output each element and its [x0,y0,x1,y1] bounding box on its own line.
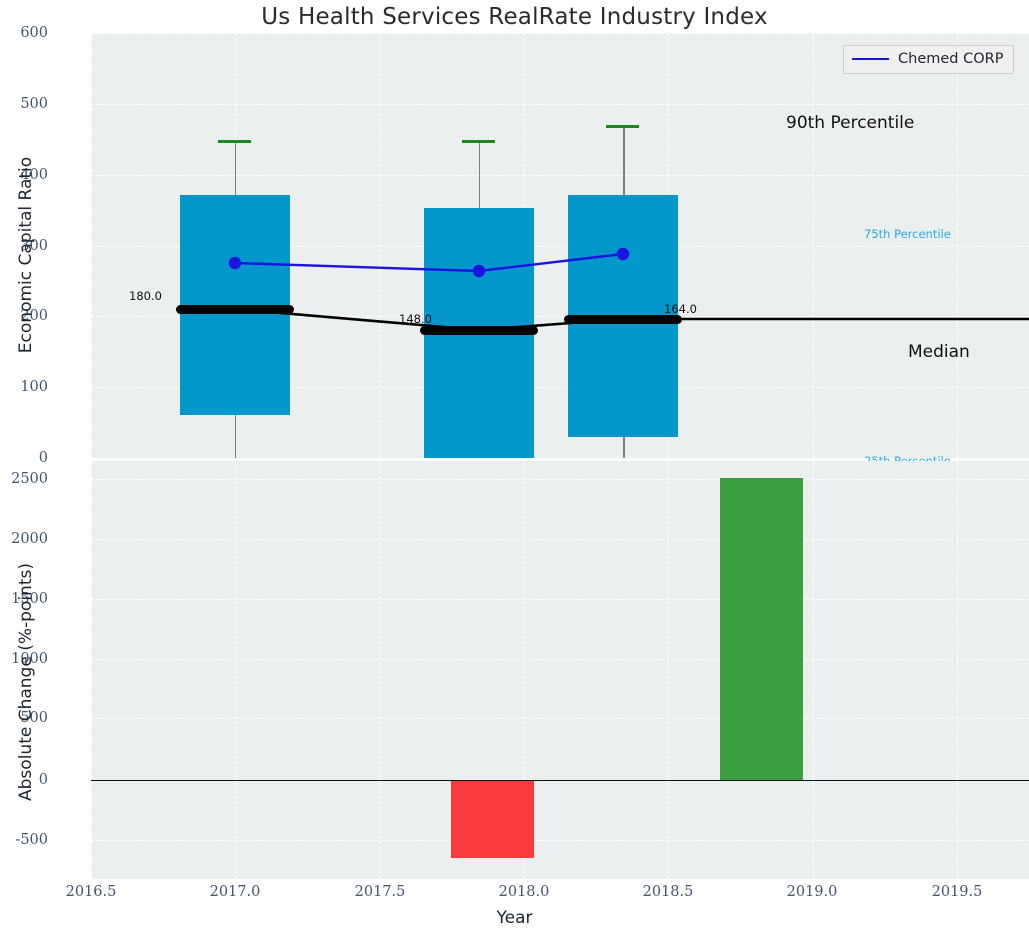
gridline-h [91,539,1029,540]
p90-annotation: 90th Percentile [786,113,915,133]
absolute-change-panel [91,461,1029,879]
delta-bar-2019 [720,478,803,780]
legend-label: Chemed CORP [898,51,1004,67]
y-tick-top: 600 [20,25,48,41]
y-tick-bottom: 0 [38,772,48,788]
page-title: Us Health Services RealRate Industry Ind… [261,4,768,30]
legend[interactable]: Chemed CORP [843,45,1015,74]
p90-cap-2018 [462,140,495,143]
p90-cap-2017 [218,140,251,143]
y-tick-top: 400 [20,166,48,183]
gridline-h [91,245,1029,247]
gridline-h [91,479,1029,481]
p90-cap-2019 [606,125,639,128]
gridline-v [668,461,670,879]
x-tick: 2017.5 [354,884,406,900]
gridline-v [812,461,814,879]
gridline-h [91,458,1029,459]
y-tick-bottom: 500 [20,710,48,727]
y-tick-bottom: -500 [15,831,48,848]
y-axis-label-bottom: Absolute Change (%-points) [16,563,36,801]
x-tick: 2018.5 [642,884,694,900]
median-bar-2018 [420,326,538,335]
y-tick-bottom: 1500 [11,590,48,607]
y-tick-bottom: 2000 [11,531,48,547]
gridline-v [91,461,92,879]
gridline-h [91,387,1029,389]
y-tick-top: 100 [20,379,48,396]
gridline-v [956,461,958,879]
gridline-h [91,174,1029,176]
gridline-h [91,658,1029,660]
gridline-h [91,718,1029,720]
gridline-h [91,33,1029,34]
gridline-h [91,598,1029,600]
y-tick-top: 200 [20,308,48,325]
gridline-v [379,33,381,458]
median-bar-2019 [564,315,682,324]
y-tick-bottom: 1000 [11,650,48,667]
legend-line-icon [852,58,889,60]
gridline-v [956,33,958,458]
y-tick-top: 500 [20,95,48,112]
y-tick-top: 300 [20,237,48,254]
x-tick: 2019.0 [786,884,838,900]
median-bar-2017 [176,305,294,314]
gridline-v [812,33,814,458]
median-label-2018: 148.0 [399,312,432,326]
gridline-v [379,461,381,879]
gridline-v [91,33,92,458]
economic-capital-ratio-panel: 180.0 148.0 164.0 90th Percentile 75th P… [91,33,1029,468]
x-tick: 2018.0 [498,884,550,900]
zero-line [91,780,1029,781]
delta-bar-2018 [451,780,534,858]
gridline-v [235,461,237,879]
x-tick: 2016.5 [65,884,117,900]
gridline-h [91,103,1029,105]
gridline-h [91,839,1029,841]
x-tick: 2017.0 [209,884,261,900]
median-label-2019: 164.0 [664,302,697,316]
p75-annotation: 75th Percentile [864,227,951,241]
gridline-v [523,461,525,879]
x-axis-label: Year [496,908,533,928]
y-tick-top: 0 [38,450,48,466]
median-label-2017: 180.0 [129,289,162,303]
y-axis-label-top: Economic Capital Ratio [16,156,36,354]
x-tick: 2019.5 [931,884,983,900]
y-tick-bottom: 2500 [11,471,48,488]
median-annotation: Median [908,342,970,362]
